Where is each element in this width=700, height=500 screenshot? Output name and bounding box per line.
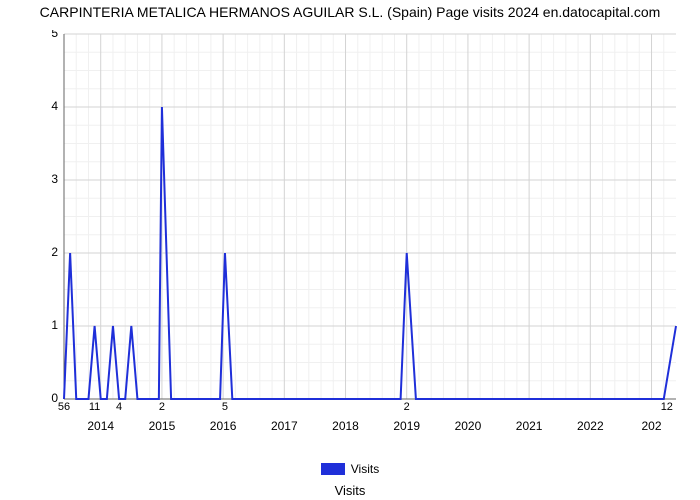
svg-text:2017: 2017	[271, 419, 298, 433]
chart-title: CARPINTERIA METALICA HERMANOS AGUILAR S.…	[0, 4, 700, 20]
svg-text:2: 2	[51, 245, 58, 259]
svg-text:4: 4	[116, 401, 122, 413]
svg-text:2018: 2018	[332, 419, 359, 433]
svg-text:5: 5	[51, 30, 58, 40]
svg-text:3: 3	[51, 172, 58, 186]
plot-area: 0123452014201520162017201820192020202120…	[40, 30, 680, 435]
svg-text:2014: 2014	[87, 419, 114, 433]
legend-swatch	[321, 463, 345, 475]
svg-text:2016: 2016	[210, 419, 237, 433]
svg-text:2015: 2015	[149, 419, 176, 433]
svg-text:5: 5	[222, 401, 228, 413]
svg-text:56: 56	[58, 401, 70, 413]
svg-text:12: 12	[661, 401, 673, 413]
chart-container: CARPINTERIA METALICA HERMANOS AGUILAR S.…	[0, 0, 700, 500]
svg-text:2022: 2022	[577, 419, 604, 433]
svg-text:1: 1	[51, 318, 58, 332]
svg-text:2019: 2019	[393, 419, 420, 433]
svg-text:2020: 2020	[455, 419, 482, 433]
svg-text:11: 11	[89, 401, 100, 413]
legend-label: Visits	[351, 462, 379, 476]
svg-text:2: 2	[159, 401, 165, 413]
svg-text:202: 202	[642, 419, 662, 433]
legend: Visits	[0, 460, 700, 478]
x-axis-label: Visits	[0, 483, 700, 498]
svg-text:4: 4	[51, 99, 58, 113]
svg-text:2021: 2021	[516, 419, 543, 433]
chart-svg: 0123452014201520162017201820192020202120…	[40, 30, 680, 435]
svg-text:2: 2	[404, 401, 410, 413]
